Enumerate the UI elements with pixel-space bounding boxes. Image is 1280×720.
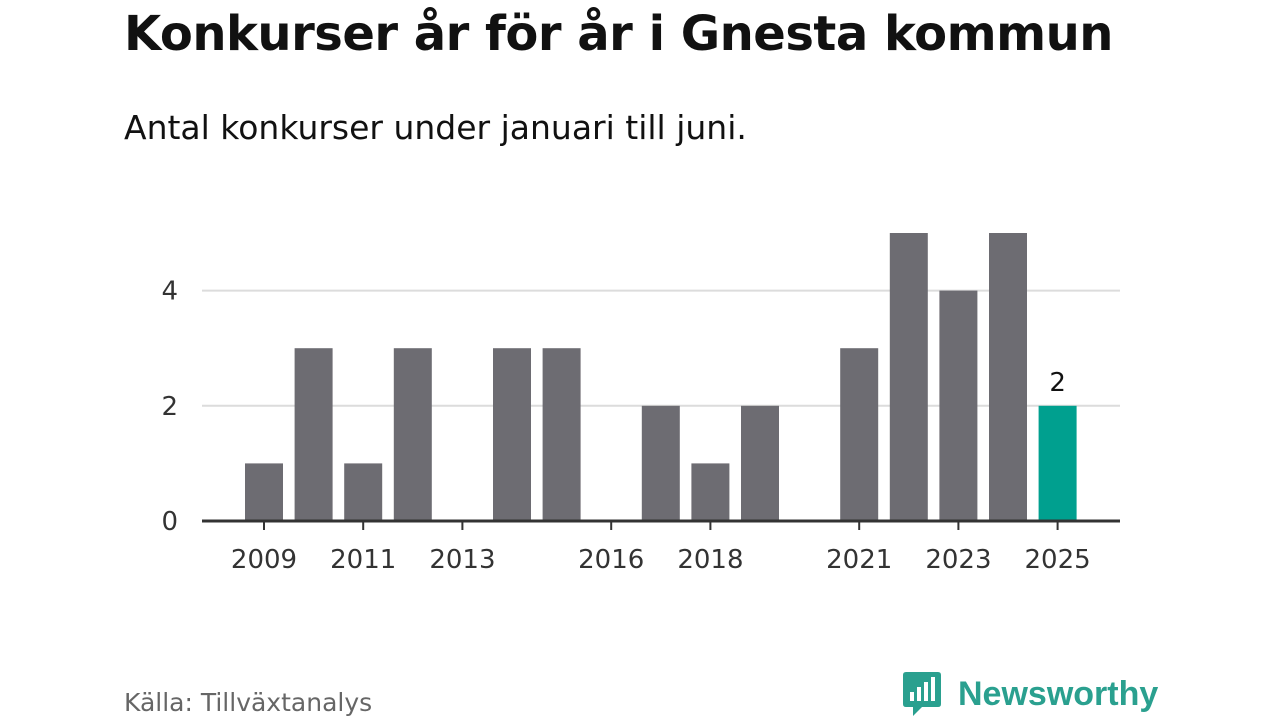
x-tick-label: 2016 [578,545,644,575]
newsworthy-logo: Newsworthy [902,670,1158,718]
bar [691,463,730,521]
bar [493,348,531,521]
y-tick-label: 2 [161,392,178,422]
chart-subtitle: Antal konkurser under januari till juni. [124,108,747,147]
y-tick-label: 4 [161,277,178,307]
bar-highlight [1038,405,1077,521]
logo-text: Newsworthy [958,674,1159,713]
x-tick-label: 2025 [1025,545,1091,575]
data-label: 2 [1049,368,1066,398]
y-tick-label: 0 [161,507,178,537]
chart-title: Konkurser år för år i Gnesta kommun [124,6,1113,62]
bar [294,348,333,521]
bar [741,405,779,521]
newsworthy-chat-bars-icon [903,672,941,716]
x-tick-label: 2013 [429,545,495,575]
bar [939,290,978,521]
bar-chart: 0 2 4 2 2009 2011 2013 2016 2018 2021 2023 2025 [161,233,1120,575]
x-tick-label: 2018 [677,545,743,575]
x-tick-label: 2009 [231,545,297,575]
source-note: Källa: Tillväxtanalys [124,688,373,717]
bar [641,405,680,521]
bar [245,463,283,521]
bar [840,348,879,521]
bar [989,233,1027,521]
x-tick-label: 2011 [330,545,396,575]
x-tick-label: 2021 [826,545,892,575]
bar [393,348,432,521]
bar [542,348,581,521]
bar [889,233,928,521]
x-tick-label: 2023 [925,545,991,575]
bar [344,463,383,521]
